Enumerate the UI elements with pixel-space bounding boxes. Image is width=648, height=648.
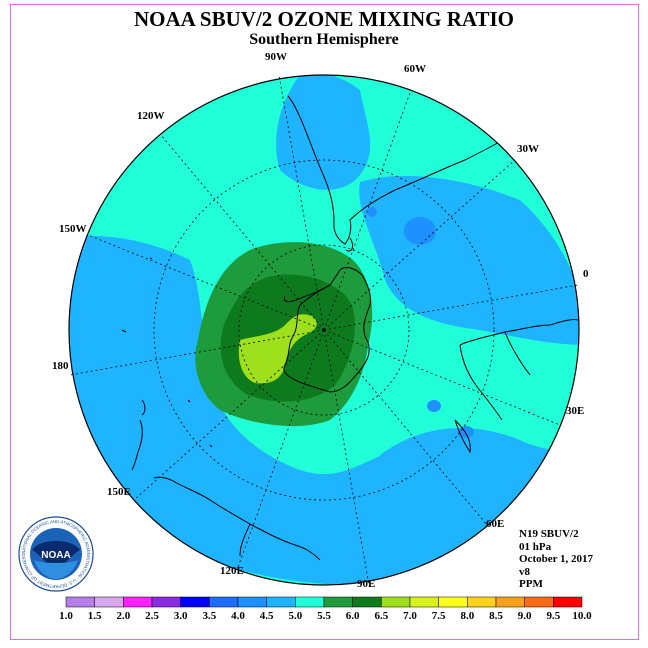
lon-label-30w: 30W bbox=[517, 143, 539, 155]
coast-africa bbox=[459, 319, 579, 421]
colorbar-tick-label: 3.5 bbox=[202, 610, 217, 622]
lon-label-0: 0 bbox=[583, 268, 589, 280]
colorbar-tick-label: 4.0 bbox=[231, 610, 245, 622]
date-text: October 1, 2017 bbox=[519, 553, 594, 565]
lon-label-180: 180 bbox=[52, 360, 69, 372]
contour-4-0-spot bbox=[367, 207, 377, 217]
instrument-text: N19 SBUV/2 bbox=[519, 528, 579, 540]
lon-label-90e: 90E bbox=[357, 578, 376, 590]
colorbar-tick-label: 3.0 bbox=[173, 610, 188, 622]
colorbar-tick-label: 1.0 bbox=[59, 610, 73, 622]
colorbar-tick-label: 2.0 bbox=[116, 610, 131, 622]
logo-text: NOAA bbox=[41, 550, 70, 561]
lon-label-60w: 60W bbox=[404, 63, 426, 75]
lon-label-150w: 150W bbox=[59, 223, 87, 235]
contour-4-0-spot bbox=[458, 426, 474, 438]
colorbar-segment bbox=[295, 596, 325, 608]
colorbar-tick-label: 7.0 bbox=[403, 610, 417, 622]
latitude-circle bbox=[153, 159, 495, 501]
colorbar-tick-label: 5.5 bbox=[317, 610, 331, 622]
coast-south-america bbox=[287, 95, 521, 252]
colorbar-segment bbox=[495, 596, 525, 608]
colorbar-tick-label: 2.5 bbox=[145, 610, 159, 622]
map-boundary bbox=[68, 74, 580, 586]
units-text: PPM bbox=[519, 578, 543, 590]
colorbar-segment bbox=[94, 596, 124, 608]
colorbar-tick-label: 8.0 bbox=[460, 610, 475, 622]
map-title: NOAA SBUV/2 OZONE MIXING RATIO bbox=[134, 7, 514, 31]
colorbar-segment bbox=[65, 596, 95, 608]
figure-frame bbox=[10, 4, 639, 640]
colorbar-segment bbox=[524, 596, 554, 608]
contour-4-0-spot bbox=[427, 400, 441, 412]
contour-4-5-region bbox=[276, 75, 371, 190]
lon-label-30e: 30E bbox=[566, 405, 585, 417]
version-text: v8 bbox=[519, 565, 530, 578]
colorbar bbox=[65, 596, 583, 608]
map-subtitle: Southern Hemisphere bbox=[249, 31, 399, 48]
coast-australia bbox=[153, 476, 321, 561]
latitude-circle bbox=[238, 244, 410, 416]
pressure-level-text: 01 hPa bbox=[519, 540, 552, 553]
coast-pacific-islands bbox=[121, 257, 213, 448]
meridian bbox=[278, 74, 325, 331]
colorbar-segment bbox=[323, 596, 353, 608]
lon-label-120w: 120W bbox=[137, 110, 165, 122]
colorbar-segment bbox=[381, 596, 411, 608]
lon-label-120e: 120E bbox=[220, 565, 244, 577]
colorbar-tick-label: 1.5 bbox=[87, 610, 102, 622]
colorbar-segment bbox=[467, 596, 497, 608]
colorbar-segment bbox=[352, 596, 382, 608]
meridian bbox=[323, 329, 370, 586]
colorbar-tick-label: 4.5 bbox=[259, 610, 274, 622]
meridian bbox=[323, 329, 488, 526]
contour-4-0-spot bbox=[404, 217, 436, 245]
colorbar-segment bbox=[266, 596, 296, 608]
colorbar-segment bbox=[237, 596, 267, 608]
lon-label-90w: 90W bbox=[265, 51, 287, 63]
noaa-logo: NOAA NATIONAL OCEANIC AND ATMOSPHERIC AD… bbox=[18, 516, 94, 592]
colorbar-tick-label: 10.0 bbox=[572, 610, 592, 622]
coast-new-zealand bbox=[131, 399, 146, 471]
info-block: N19 SBUV/2 01 hPa October 1, 2017 v8 PPM bbox=[519, 528, 593, 591]
coast-antarctic-peninsula bbox=[283, 284, 331, 303]
coast-antarctica bbox=[283, 267, 371, 393]
colorbar-tick-label: 6.0 bbox=[345, 610, 360, 622]
colorbar-segment bbox=[438, 596, 468, 608]
colorbar-tick-label: 6.5 bbox=[374, 610, 389, 622]
colorbar-segment bbox=[151, 596, 181, 608]
contour-6-5-region bbox=[238, 314, 317, 384]
colorbar-segment bbox=[553, 596, 583, 608]
colorbar-tick-label: 5.0 bbox=[288, 610, 303, 622]
colorbar-segment bbox=[180, 596, 210, 608]
colorbar-segment bbox=[209, 596, 239, 608]
graticule bbox=[69, 74, 579, 586]
colorbar-tick-label: 8.5 bbox=[489, 610, 503, 622]
colorbar-segment bbox=[409, 596, 439, 608]
lon-label-60e: 60E bbox=[486, 518, 505, 530]
colorbar-tick-label: 9.5 bbox=[546, 610, 561, 622]
meridian bbox=[160, 134, 325, 331]
contour-4-5-region bbox=[69, 235, 507, 585]
colorbar-tick-label: 9.0 bbox=[517, 610, 532, 622]
colorbar-tick-label: 7.5 bbox=[431, 610, 446, 622]
coastlines bbox=[121, 95, 579, 561]
colorbar-segment bbox=[123, 596, 153, 608]
lon-label-150e: 150E bbox=[107, 486, 131, 498]
